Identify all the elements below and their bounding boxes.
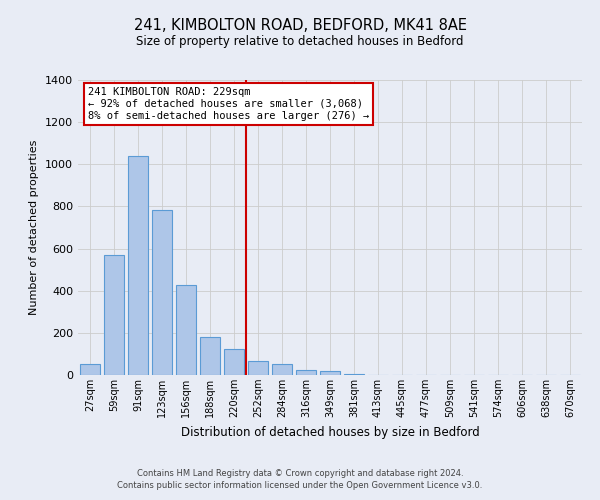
Text: 241, KIMBOLTON ROAD, BEDFORD, MK41 8AE: 241, KIMBOLTON ROAD, BEDFORD, MK41 8AE — [133, 18, 467, 32]
Bar — [128, 156, 148, 375]
Text: Size of property relative to detached houses in Bedford: Size of property relative to detached ho… — [136, 35, 464, 48]
Bar — [224, 348, 244, 375]
Y-axis label: Number of detached properties: Number of detached properties — [29, 140, 40, 315]
Bar — [296, 370, 316, 375]
Bar — [104, 255, 124, 375]
Bar — [320, 371, 340, 375]
Bar — [152, 210, 172, 375]
Text: 241 KIMBOLTON ROAD: 229sqm
← 92% of detached houses are smaller (3,068)
8% of se: 241 KIMBOLTON ROAD: 229sqm ← 92% of deta… — [88, 88, 370, 120]
Text: Contains public sector information licensed under the Open Government Licence v3: Contains public sector information licen… — [118, 481, 482, 490]
Text: Contains HM Land Registry data © Crown copyright and database right 2024.: Contains HM Land Registry data © Crown c… — [137, 468, 463, 477]
Bar — [176, 286, 196, 375]
Bar — [344, 374, 364, 375]
Bar — [80, 364, 100, 375]
Bar — [272, 364, 292, 375]
Bar — [248, 362, 268, 375]
X-axis label: Distribution of detached houses by size in Bedford: Distribution of detached houses by size … — [181, 426, 479, 438]
Bar — [200, 337, 220, 375]
